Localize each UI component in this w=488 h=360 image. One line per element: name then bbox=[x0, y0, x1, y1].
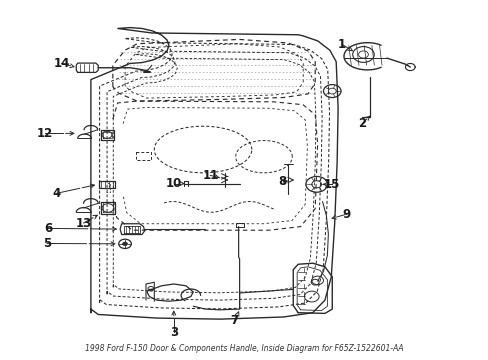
Text: 8: 8 bbox=[278, 175, 286, 188]
Text: 7: 7 bbox=[230, 314, 238, 327]
Text: 9: 9 bbox=[342, 208, 350, 221]
Text: 15: 15 bbox=[324, 178, 340, 191]
Text: 13: 13 bbox=[75, 216, 92, 230]
Text: 2: 2 bbox=[358, 117, 366, 130]
Text: 14: 14 bbox=[53, 57, 70, 70]
Text: 5: 5 bbox=[43, 237, 51, 250]
Text: 1998 Ford F-150 Door & Components Handle, Inside Diagram for F65Z-1522601-AA: 1998 Ford F-150 Door & Components Handle… bbox=[85, 344, 403, 353]
Text: 10: 10 bbox=[165, 177, 182, 190]
Text: 12: 12 bbox=[37, 127, 53, 140]
Text: 3: 3 bbox=[169, 326, 178, 339]
Text: 4: 4 bbox=[53, 187, 61, 200]
Circle shape bbox=[122, 242, 127, 246]
Text: 6: 6 bbox=[44, 222, 52, 235]
Text: 11: 11 bbox=[202, 169, 218, 182]
Text: 1: 1 bbox=[337, 38, 346, 51]
